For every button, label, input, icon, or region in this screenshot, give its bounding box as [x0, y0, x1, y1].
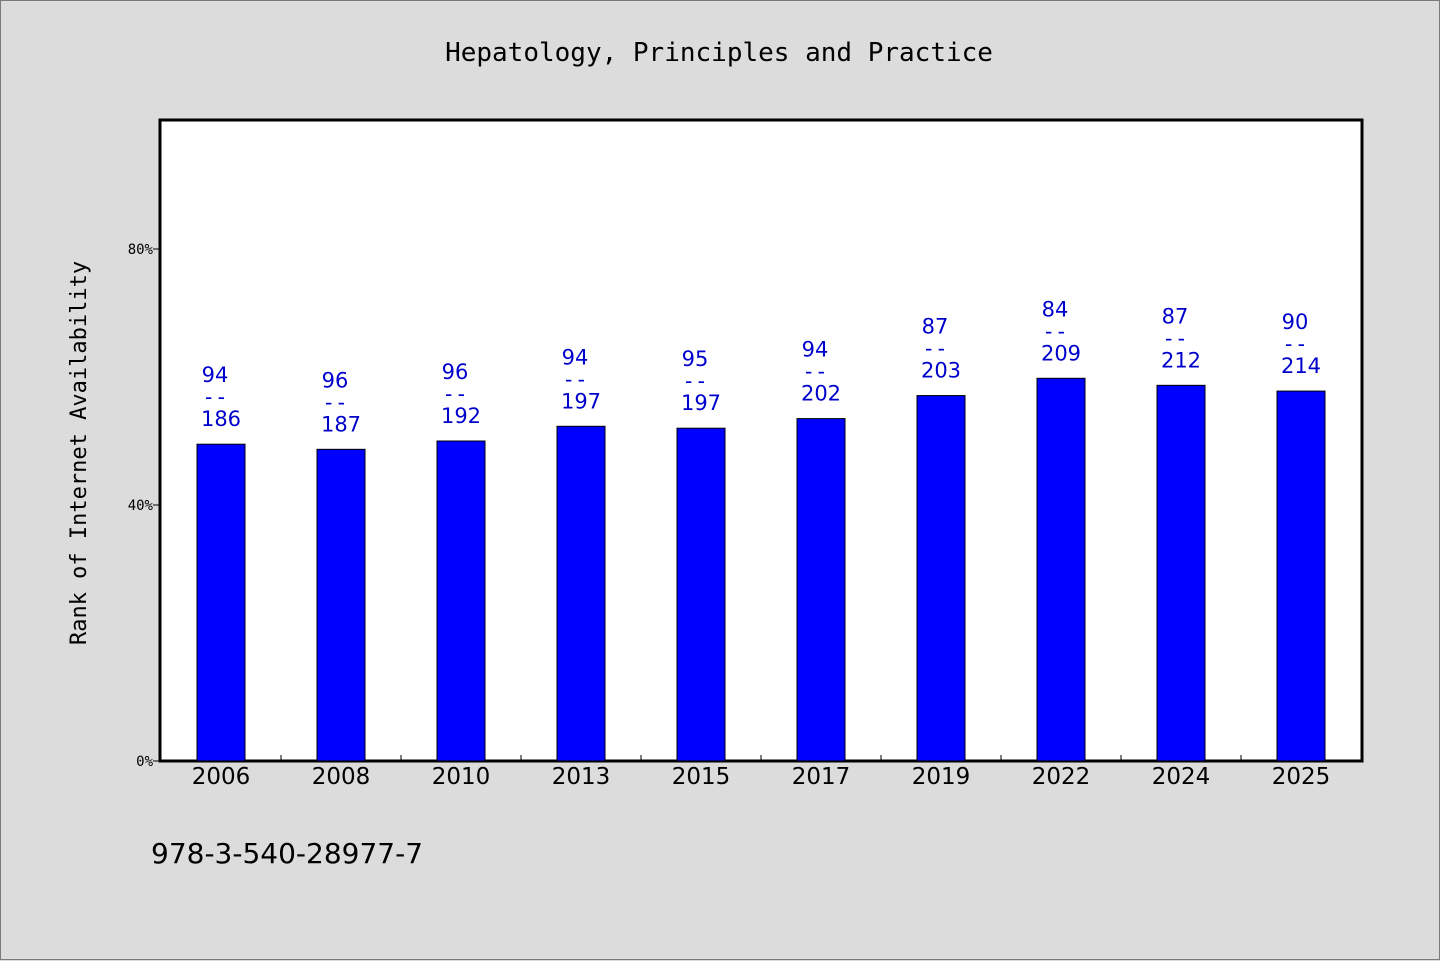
- data-label-top: 95: [682, 347, 709, 371]
- data-label-separator: --: [1282, 332, 1307, 356]
- data-label-bottom: 197: [681, 391, 721, 415]
- y-tick-label: 0%: [136, 754, 153, 770]
- data-label-bottom: 202: [801, 382, 841, 406]
- isbn-footer: 978-3-540-28977-7: [151, 837, 423, 870]
- bar: [676, 427, 726, 762]
- y-tick-label: 80%: [128, 242, 154, 258]
- chart-title: Hepatology, Principles and Practice: [445, 38, 993, 68]
- data-label-top: 94: [802, 338, 829, 362]
- x-axis: 2006 2008 2010 2013 2015 2017 2019 2022 2024 2025: [192, 755, 1331, 790]
- bar: [796, 418, 846, 762]
- x-tick-label: 2019: [912, 764, 971, 790]
- data-label-separator: --: [922, 337, 947, 361]
- x-tick-label: 2008: [312, 764, 371, 790]
- data-label-separator: --: [562, 367, 587, 391]
- bar: [436, 440, 486, 762]
- bar: [1276, 390, 1326, 762]
- data-label-separator: --: [1162, 326, 1187, 350]
- bar: [916, 395, 966, 762]
- data-label-bottom: 197: [561, 389, 601, 413]
- y-axis-label: Rank of Internet Availability: [67, 261, 92, 645]
- data-label-bottom: 203: [921, 359, 961, 383]
- x-tick-label: 2015: [672, 764, 731, 790]
- data-label-separator: --: [682, 369, 707, 393]
- data-label-top: 84: [1042, 297, 1069, 321]
- x-tick-label: 2022: [1032, 764, 1091, 790]
- bar: [556, 425, 606, 762]
- y-tick-label: 40%: [128, 498, 154, 514]
- bar: [1156, 384, 1206, 762]
- bar: [316, 448, 366, 762]
- data-label-bottom: 187: [321, 412, 361, 436]
- y-axis: 0% 40% 80%: [128, 242, 161, 770]
- bar-series: [196, 377, 1326, 762]
- x-tick-label: 2006: [192, 764, 251, 790]
- bar: [1036, 377, 1086, 762]
- x-tick-label: 2017: [792, 764, 851, 790]
- x-tick-label: 2013: [552, 764, 611, 790]
- data-label-bottom: 212: [1161, 348, 1201, 372]
- data-label-separator: --: [322, 390, 347, 414]
- data-label-separator: --: [202, 385, 227, 409]
- data-label-bottom: 186: [201, 407, 241, 431]
- data-label-top: 94: [202, 363, 229, 387]
- data-label-bottom: 192: [441, 404, 481, 428]
- data-label-separator: --: [442, 382, 467, 406]
- data-label-top: 96: [442, 360, 469, 384]
- data-label-top: 90: [1282, 310, 1309, 334]
- data-label-separator: --: [802, 360, 827, 384]
- data-label-top: 94: [562, 345, 589, 369]
- data-labels: 94--18696--18796--19294--19795--19794--2…: [201, 297, 1321, 436]
- bar: [196, 443, 246, 762]
- data-label-bottom: 214: [1281, 354, 1321, 378]
- data-label-bottom: 209: [1041, 341, 1081, 365]
- data-label-top: 96: [322, 368, 349, 392]
- data-label-top: 87: [922, 315, 949, 339]
- x-tick-label: 2024: [1152, 764, 1211, 790]
- data-label-top: 87: [1162, 304, 1189, 328]
- x-tick-label: 2025: [1272, 764, 1331, 790]
- data-label-separator: --: [1042, 319, 1067, 343]
- x-tick-label: 2010: [432, 764, 491, 790]
